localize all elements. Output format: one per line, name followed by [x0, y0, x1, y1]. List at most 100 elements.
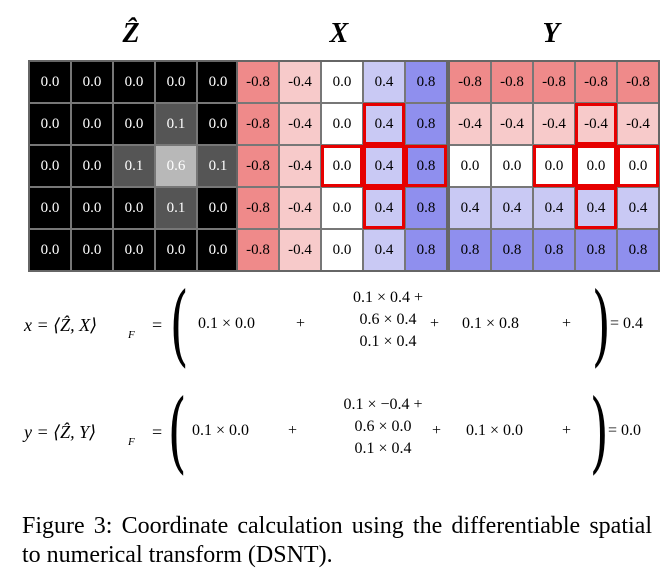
y-coordinate-grid: -0.8 -0.8 -0.8 -0.8 -0.8 -0.4 -0.4 -0.4 -0.4 -0.4…: [448, 60, 660, 272]
equation-x-term1: 0.1 × 0.0: [198, 315, 256, 332]
equation-x-left-paren: (: [169, 273, 189, 376]
equation-y-plus1: +: [288, 422, 298, 439]
z-cell: 0.0: [72, 62, 112, 102]
x-cell: -0.4: [280, 62, 320, 102]
x-cell: -0.8: [238, 188, 278, 228]
x-cell: 0.0: [322, 104, 362, 144]
equation-x-stack: 0.1 × 0.4 + 0.6 × 0.4 0.1 × 0.4: [318, 287, 458, 353]
y-cell: -0.4: [618, 104, 658, 144]
y-cell: 0.8: [576, 230, 616, 270]
z-cell: 0.0: [30, 230, 70, 270]
x-cell: -0.4: [280, 230, 320, 270]
equation-y-plus2: +: [432, 422, 442, 439]
equation-y-lhs: y = ⟨Ẑ, Y⟩: [24, 422, 97, 442]
x-cell: 0.8: [406, 230, 446, 270]
z-cell: 0.1: [156, 188, 196, 228]
z-cell: 0.0: [30, 146, 70, 186]
equation-x-subscript: F: [128, 329, 135, 341]
equation-x-result: = 0.4: [610, 315, 644, 332]
x-cell: 0.0: [322, 146, 362, 186]
equation-x-stack-line2: 0.6 × 0.4: [359, 311, 417, 328]
equation-x-stack-line1: 0.1 × 0.4 +: [352, 289, 424, 306]
x-cell: -0.8: [238, 146, 278, 186]
z-cell: 0.0: [72, 146, 112, 186]
x-cell: 0.8: [406, 104, 446, 144]
equation-x-right-paren: ): [591, 273, 611, 376]
z-grid-title: Ẑ: [122, 18, 140, 49]
z-cell: 0.0: [198, 230, 238, 270]
equation-x-plus1: +: [296, 315, 306, 332]
equation-y-stack-line2: 0.6 × 0.0: [354, 418, 412, 435]
z-cell: 0.0: [156, 230, 196, 270]
y-cell: 0.8: [534, 230, 574, 270]
equation-y-right-paren: ): [589, 380, 609, 483]
y-cell: -0.4: [534, 104, 574, 144]
y-cell: 0.8: [492, 230, 532, 270]
z-cell: 0.6: [156, 146, 196, 186]
figure-caption: Figure 3: Coordinate calculation using t…: [22, 513, 652, 568]
equation-x-term3: 0.1 × 0.8: [462, 315, 520, 332]
x-cell: -0.8: [238, 104, 278, 144]
y-cell: 0.0: [534, 146, 574, 186]
z-heatmap-grid: 0.0 0.0 0.0 0.0 0.0 0.0 0.0 0.0 0.1 0.0 0.0 0.0 0.1 0…: [28, 60, 240, 272]
equation-y-stack: 0.1 × −0.4 + 0.6 × 0.0 0.1 × 0.4: [308, 394, 458, 460]
equation-y-term1: 0.1 × 0.0: [192, 422, 250, 439]
x-cell: -0.8: [238, 230, 278, 270]
z-cell: 0.0: [72, 188, 112, 228]
z-cell: 0.0: [72, 104, 112, 144]
equation-y: y = ⟨Ẑ, Y⟩ F = ( 0.1 × 0.0 + 0.1 × −0.4 …: [0, 388, 666, 482]
y-cell: -0.8: [534, 62, 574, 102]
x-cell: 0.0: [322, 62, 362, 102]
x-cell: 0.4: [364, 146, 404, 186]
y-cell: -0.4: [450, 104, 490, 144]
z-cell: 0.0: [198, 62, 238, 102]
x-cell: 0.4: [364, 62, 404, 102]
z-cell: 0.0: [114, 188, 154, 228]
equation-x-plus3: +: [562, 315, 572, 332]
y-cell: -0.8: [492, 62, 532, 102]
x-cell: -0.4: [280, 188, 320, 228]
equation-y-term3: 0.1 × 0.0: [466, 422, 524, 439]
y-cell: -0.8: [576, 62, 616, 102]
y-cell: 0.0: [492, 146, 532, 186]
z-cell: 0.0: [156, 62, 196, 102]
x-cell: -0.4: [280, 146, 320, 186]
x-cell: 0.8: [406, 188, 446, 228]
z-cell: 0.0: [114, 230, 154, 270]
equation-x: x = ⟨Ẑ, X⟩ F = ( 0.1 × 0.0 + 0.1 × 0.4 +…: [0, 281, 666, 375]
z-cell: 0.1: [198, 146, 238, 186]
x-cell: -0.8: [238, 62, 278, 102]
equation-x-lhs: x = ⟨Ẑ, X⟩: [24, 315, 98, 335]
y-cell: 0.0: [618, 146, 658, 186]
z-cell: 0.0: [30, 62, 70, 102]
y-cell: 0.8: [618, 230, 658, 270]
x-cell: 0.4: [364, 104, 404, 144]
y-cell: -0.4: [576, 104, 616, 144]
x-cell: -0.4: [280, 104, 320, 144]
equation-x-equals: =: [152, 315, 163, 335]
equation-y-plus3: +: [562, 422, 572, 439]
x-cell: 0.0: [322, 188, 362, 228]
z-cell: 0.0: [198, 104, 238, 144]
y-grid-title: Y: [542, 18, 560, 49]
equation-y-subscript: F: [128, 436, 135, 448]
y-cell: 0.8: [450, 230, 490, 270]
y-cell: 0.4: [492, 188, 532, 228]
equation-x-stack-line3: 0.1 × 0.4: [359, 333, 417, 350]
y-cell: 0.0: [450, 146, 490, 186]
y-cell: 0.4: [576, 188, 616, 228]
z-cell: 0.0: [30, 188, 70, 228]
y-cell: 0.4: [534, 188, 574, 228]
equation-y-stack-line1: 0.1 × −0.4 +: [343, 396, 423, 413]
equation-y-equals: =: [152, 422, 163, 442]
z-cell: 0.0: [30, 104, 70, 144]
y-cell: -0.4: [492, 104, 532, 144]
x-cell: 0.8: [406, 146, 446, 186]
x-cell: 0.8: [406, 62, 446, 102]
y-cell: 0.4: [450, 188, 490, 228]
z-cell: 0.0: [114, 104, 154, 144]
y-cell: -0.8: [618, 62, 658, 102]
x-cell: 0.0: [322, 230, 362, 270]
x-grid-title: X: [329, 18, 349, 49]
y-cell: -0.8: [450, 62, 490, 102]
